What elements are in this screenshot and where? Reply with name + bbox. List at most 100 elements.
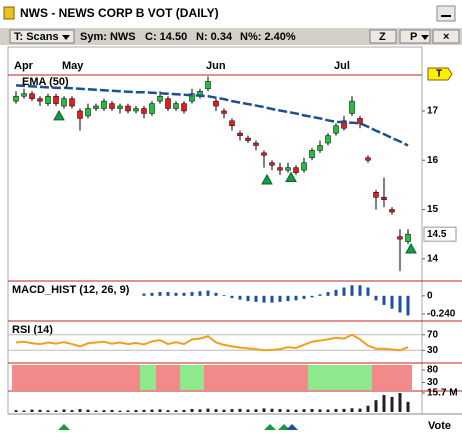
close-button[interactable] <box>432 29 460 44</box>
state-band <box>28 365 36 390</box>
bar <box>174 410 178 412</box>
signal-marker <box>285 171 297 182</box>
vote-arrow <box>278 424 290 430</box>
bar <box>158 292 162 296</box>
candle-body <box>301 162 307 171</box>
state-band <box>204 365 212 390</box>
candle-body <box>277 167 283 171</box>
state-band <box>244 365 252 390</box>
minimize-button[interactable] <box>436 5 456 22</box>
tag-label: T <box>436 69 442 80</box>
state-band <box>372 365 380 390</box>
candle-body <box>181 103 187 112</box>
signal-marker <box>53 109 65 121</box>
last-price-box <box>423 226 457 242</box>
state-band <box>308 365 316 390</box>
vote-arrow <box>286 424 298 430</box>
y-tick-label: 14 <box>427 253 439 264</box>
bar <box>406 295 410 316</box>
candle-body <box>109 103 115 109</box>
bar <box>182 292 186 296</box>
state-band <box>236 365 244 390</box>
bar <box>102 410 106 412</box>
bar <box>382 295 386 305</box>
state-band <box>356 365 364 390</box>
bar <box>302 409 306 412</box>
dropdown-arrow <box>62 35 70 40</box>
period-label: P <box>410 31 417 43</box>
bar <box>214 409 218 412</box>
bar <box>206 408 210 412</box>
candle-body <box>13 95 19 102</box>
candle-body <box>61 98 67 107</box>
state-band <box>292 365 300 390</box>
candle-body <box>157 95 163 102</box>
state-band <box>260 365 268 390</box>
bar <box>246 409 250 412</box>
period-button[interactable] <box>399 29 431 44</box>
candle-body <box>149 103 155 114</box>
state-band <box>140 365 148 390</box>
bar <box>142 293 146 296</box>
bar <box>230 295 234 299</box>
dropdown-arrow <box>421 35 429 40</box>
state-band <box>44 365 52 390</box>
bar <box>14 410 18 412</box>
candle-body <box>349 100 355 114</box>
bar <box>230 409 234 412</box>
y-tick-label: 80 <box>427 365 439 376</box>
bar <box>366 287 370 296</box>
bar <box>198 291 202 296</box>
bar <box>110 409 114 412</box>
bar <box>166 292 170 296</box>
bar <box>334 409 338 412</box>
y-tick-label: -0.240 <box>427 309 456 320</box>
candle-body <box>261 152 267 156</box>
x-tick-label: May <box>62 60 84 72</box>
state-band <box>364 365 372 390</box>
bar <box>78 409 82 412</box>
candle-body <box>141 108 147 114</box>
state-band <box>172 365 180 390</box>
candle-body <box>357 118 363 124</box>
bar <box>326 292 330 296</box>
y-tick-label: 70 <box>427 329 439 340</box>
y-tick-label: 0 <box>427 290 433 301</box>
vote-arrow <box>264 424 276 430</box>
candle-body <box>85 108 91 117</box>
candle-body <box>125 105 131 112</box>
state-band <box>108 365 116 390</box>
bar <box>190 292 194 296</box>
bar <box>366 405 370 412</box>
candle-body <box>269 162 275 166</box>
bar <box>238 408 242 412</box>
zoom-button[interactable] <box>369 29 397 44</box>
candle-body <box>373 192 379 198</box>
bar <box>310 295 314 298</box>
signal-marker <box>405 242 417 254</box>
bar <box>238 295 242 300</box>
bar <box>262 295 266 303</box>
candle-body <box>389 209 395 213</box>
state-band <box>300 365 308 390</box>
bar <box>206 290 210 296</box>
state-band <box>284 365 292 390</box>
bar <box>174 292 178 296</box>
bar <box>374 400 378 412</box>
x-tick-label: Jul <box>334 60 350 72</box>
x-tick-label: Jun <box>206 60 226 72</box>
vote-arrow <box>58 424 70 430</box>
scans-dropdown[interactable] <box>9 29 75 44</box>
toolbar <box>0 28 462 45</box>
candle-body <box>77 110 83 119</box>
candle-body <box>341 120 347 129</box>
bar <box>286 295 290 302</box>
bar <box>134 410 138 412</box>
bar <box>350 285 354 296</box>
bar <box>222 409 226 412</box>
state-band <box>68 365 76 390</box>
candle-body <box>189 93 195 102</box>
bar <box>278 409 282 412</box>
bar <box>94 410 98 412</box>
